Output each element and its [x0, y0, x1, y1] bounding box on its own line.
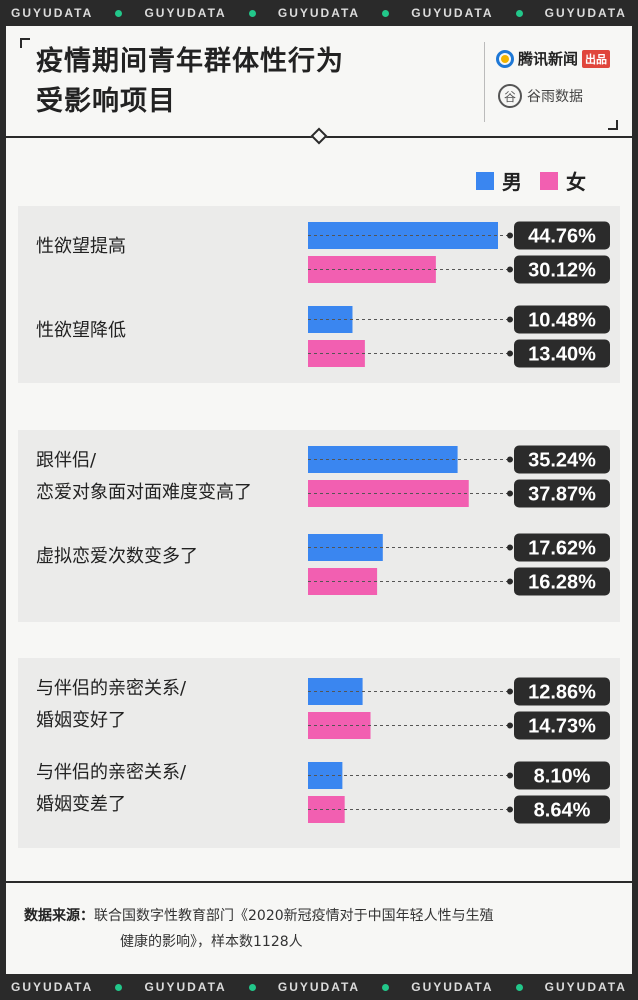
value-label-bg: [514, 677, 610, 706]
brand-guyu-data: 谷 谷雨数据: [498, 84, 583, 108]
category-label: 恋爱对象面对面难度变高了: [36, 482, 252, 503]
value-label-bg: [514, 255, 610, 284]
ticker-top: GUYUDATA GUYUDATA GUYUDATA GUYUDATA GUYUDATA: [0, 0, 638, 26]
ticker-dot-icon: [382, 9, 390, 17]
legend-label: 女: [566, 170, 586, 194]
category-label: 跟伴侣/: [36, 450, 97, 471]
brand-name: 谷雨数据: [527, 89, 583, 105]
category-label: 与伴侣的亲密关系/: [36, 762, 187, 783]
bar-female: [308, 256, 436, 283]
ticker-dot-icon: [248, 9, 256, 17]
ticker-dot-icon: [515, 983, 523, 991]
value-label: 10.48%: [528, 310, 596, 332]
leader-dot: [507, 266, 513, 273]
ticker-word: GUYUDATA: [277, 6, 361, 20]
value-label-bg: [514, 533, 610, 562]
ticker-bottom: GUYUDATA GUYUDATA GUYUDATA GUYUDATA GUYUDATA: [0, 974, 638, 1000]
guyu-logo-icon: 谷: [498, 84, 522, 108]
header-separator: [484, 42, 485, 122]
legend-swatch: [476, 171, 494, 190]
legend-label: 男: [502, 170, 522, 194]
value-label: 17.62%: [528, 538, 596, 560]
chart-legend: 男 女: [476, 166, 586, 195]
category-label: 性欲望提高: [36, 236, 126, 257]
ticker-word: GUYUDATA: [144, 980, 227, 994]
page-title: 疫情期间青年群体性行为 受影响项目: [36, 42, 456, 122]
category-label: 与伴侣的亲密关系/: [36, 678, 187, 699]
ticker-word: GUYUDATA: [544, 980, 627, 994]
value-label: 8.10%: [534, 766, 591, 788]
header: 疫情期间青年群体性行为 受影响项目 腾讯新闻 出品 谷 谷雨数据: [6, 26, 632, 136]
bar-chart: 44.76% 30.12% 10.48% 13.40% 35.24% 37.87% 17.6…: [308, 221, 610, 824]
value-label: 35.24%: [528, 450, 596, 472]
bar-male: [308, 222, 498, 249]
ticker-word: GUYUDATA: [11, 980, 94, 994]
bar-male: [308, 762, 343, 789]
source-line-1: 联合国数字性教育部门《2020新冠疫情对于中国年轻人性与生殖: [94, 908, 494, 924]
ticker-word: GUYUDATA: [411, 980, 494, 994]
leader-dot: [507, 350, 513, 357]
leader-dot: [507, 688, 513, 695]
bar-female: [308, 340, 365, 367]
tencent-news-logo-icon: [496, 49, 514, 68]
ticker-dot-icon: [382, 983, 390, 991]
value-label-bg: [514, 221, 610, 250]
infographic-panel: 疫情期间青年群体性行为 受影响项目 腾讯新闻 出品 谷 谷雨数据 男 女 性欲望…: [6, 26, 632, 974]
value-label: 14.73%: [528, 716, 596, 738]
source-label: 数据来源：: [24, 908, 94, 924]
brand-tag: 出品: [582, 49, 611, 68]
source-text: 数据来源：联合国数字性教育部门《2020新冠疫情对于中国年轻人性与生殖 健康的影…: [24, 903, 624, 955]
bar-male: [308, 678, 363, 705]
value-label: 30.12%: [528, 260, 596, 282]
corner-mark: [608, 120, 618, 130]
leader-dot: [507, 316, 513, 323]
ticker-dot-icon: [515, 9, 523, 17]
value-label: 8.64%: [534, 800, 591, 822]
value-label-bg: [514, 567, 610, 596]
value-label-bg: [514, 761, 610, 790]
leader-dot: [507, 578, 513, 585]
brand-tencent-news: 腾讯新闻 出品: [496, 48, 611, 69]
ticker-word: GUYUDATA: [11, 6, 94, 20]
ticker-word: GUYUDATA: [144, 6, 227, 20]
value-label: 16.28%: [528, 572, 596, 594]
category-label: 性欲望降低: [36, 320, 126, 341]
title-line-1: 疫情期间青年群体性行为: [36, 46, 344, 77]
value-label-bg: [514, 795, 610, 824]
leader-dot: [507, 722, 513, 729]
source-line-2: 健康的影响》，样本数1128人: [120, 934, 303, 950]
leader-dot: [507, 490, 513, 497]
value-label: 44.76%: [528, 226, 596, 248]
bar-female: [308, 568, 378, 595]
value-label: 37.87%: [528, 484, 596, 506]
category-label: 虚拟恋爱次数变多了: [36, 546, 198, 567]
value-label: 12.86%: [528, 682, 596, 704]
ticker-word: GUYUDATA: [411, 6, 494, 20]
category-label: 婚姻变差了: [36, 794, 126, 815]
leader-dot: [507, 772, 513, 779]
ticker-word: GUYUDATA: [544, 6, 627, 20]
ticker-dot-icon: [115, 9, 123, 17]
value-label: 13.40%: [528, 344, 596, 366]
category-label: 婚姻变好了: [36, 710, 126, 731]
ticker-word: GUYUDATA: [277, 980, 361, 994]
title-line-2: 受影响项目: [36, 86, 176, 117]
value-label-bg: [514, 711, 610, 740]
ticker-dot-icon: [248, 983, 256, 991]
corner-mark: [20, 38, 30, 48]
legend-item-male: 男: [476, 166, 522, 195]
value-label-bg: [514, 445, 610, 474]
leader-dot: [507, 232, 513, 239]
leader-dot: [507, 544, 513, 551]
leader-dot: [507, 456, 513, 463]
brand-name: 腾讯新闻: [518, 50, 579, 68]
legend-swatch: [540, 171, 558, 190]
legend-item-female: 女: [540, 166, 586, 195]
value-label-bg: [514, 305, 610, 334]
data-source: 数据来源：联合国数字性教育部门《2020新冠疫情对于中国年轻人性与生殖 健康的影…: [6, 881, 632, 950]
value-label-bg: [514, 339, 610, 368]
ticker-dot-icon: [115, 983, 123, 991]
value-label-bg: [514, 479, 610, 508]
leader-dot: [507, 806, 513, 813]
